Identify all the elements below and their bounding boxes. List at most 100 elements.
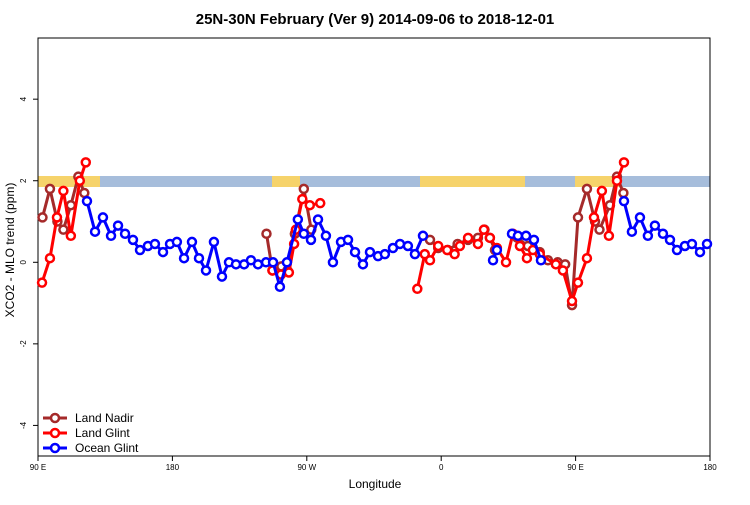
point — [267, 257, 279, 268]
point — [171, 236, 183, 248]
land-band — [420, 176, 525, 187]
land-band — [575, 176, 620, 187]
point — [200, 265, 212, 276]
point — [528, 234, 540, 246]
point — [454, 240, 466, 252]
x-tick-label: 0 — [439, 463, 444, 472]
land-band — [272, 176, 300, 187]
point — [327, 257, 339, 268]
point — [596, 185, 608, 197]
point — [642, 230, 654, 242]
y-tick-label: 2 — [19, 178, 28, 183]
point — [65, 230, 77, 242]
point — [664, 234, 676, 246]
point — [412, 283, 423, 295]
point — [112, 220, 124, 231]
point — [274, 281, 286, 293]
point — [478, 224, 490, 235]
legend-label: Land Glint — [75, 426, 130, 440]
point — [89, 226, 101, 237]
point — [472, 238, 484, 250]
point — [441, 244, 453, 256]
point — [216, 271, 228, 282]
point — [649, 220, 661, 231]
point — [512, 230, 524, 242]
point — [193, 252, 205, 264]
point — [491, 244, 503, 256]
point — [581, 183, 593, 195]
legend-marker — [49, 412, 61, 424]
point — [119, 228, 131, 239]
point — [178, 252, 190, 264]
point — [484, 232, 496, 244]
point — [618, 157, 630, 168]
point — [134, 244, 146, 256]
point — [357, 259, 369, 270]
y-tick-label: 4 — [19, 96, 28, 101]
point — [634, 212, 646, 223]
x-tick-label: 180 — [703, 463, 717, 472]
point — [105, 230, 117, 242]
legend-marker — [49, 427, 61, 439]
map-strip — [38, 176, 710, 187]
point — [349, 246, 361, 258]
point — [97, 212, 109, 223]
point — [149, 238, 161, 250]
point — [686, 238, 698, 250]
point — [611, 175, 623, 186]
point — [500, 257, 512, 268]
point — [281, 257, 293, 268]
point — [304, 199, 316, 211]
point — [557, 265, 569, 276]
point — [618, 195, 630, 207]
legend-marker — [49, 442, 61, 454]
chart-title: 25N-30N February (Ver 9) 2014-09-06 to 2… — [196, 11, 555, 28]
point — [58, 224, 69, 235]
x-axis-label: Longitude — [349, 477, 402, 491]
point — [424, 255, 436, 266]
point — [208, 236, 220, 248]
point — [603, 230, 615, 242]
point — [417, 230, 429, 242]
point — [320, 230, 332, 242]
y-tick-label: 0 — [19, 260, 28, 265]
point — [305, 234, 317, 246]
point — [314, 197, 326, 209]
point — [594, 224, 605, 235]
point — [379, 248, 391, 260]
point — [261, 228, 272, 239]
point — [514, 240, 526, 252]
point — [618, 187, 629, 199]
point — [51, 212, 63, 223]
legend-label: Ocean Glint — [75, 441, 139, 455]
point — [127, 234, 139, 246]
point — [449, 248, 460, 260]
point — [535, 255, 547, 266]
point — [657, 228, 669, 239]
point — [44, 183, 56, 195]
point — [157, 246, 169, 258]
point — [588, 212, 600, 223]
x-tick-label: 180 — [166, 463, 180, 472]
point — [312, 214, 324, 225]
y-tick-label: -2 — [19, 340, 28, 348]
point — [572, 277, 584, 288]
point — [44, 252, 56, 264]
point — [487, 255, 499, 266]
land-band — [38, 176, 100, 187]
point — [252, 259, 264, 270]
point — [626, 226, 638, 237]
y-tick-label: -4 — [19, 421, 28, 429]
x-tick-label: 90 E — [567, 463, 583, 472]
point — [79, 187, 90, 199]
x-tick-label: 90 W — [297, 463, 316, 472]
point — [550, 259, 562, 270]
point — [297, 193, 308, 205]
point — [298, 183, 310, 195]
point — [74, 175, 86, 186]
point — [364, 246, 376, 258]
point — [694, 246, 706, 258]
point — [402, 240, 414, 252]
point — [342, 234, 354, 246]
